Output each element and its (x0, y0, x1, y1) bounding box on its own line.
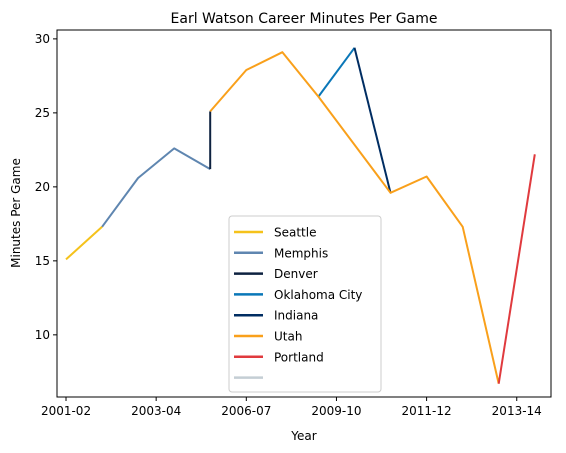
x-tick-label: 2006-07 (221, 404, 271, 418)
legend-label: Denver (274, 267, 318, 281)
x-tick-label: 2009-10 (311, 404, 361, 418)
series-line-indiana (353, 47, 392, 194)
legend-label: Indiana (274, 309, 318, 323)
series-line-seattle (65, 226, 103, 261)
x-tick-label: 2011-12 (402, 404, 452, 418)
legend-frame (228, 215, 382, 393)
series-line-portland (497, 154, 536, 384)
series-line-utah (209, 51, 500, 384)
x-tick-label: 2003-04 (131, 404, 181, 418)
y-tick-label: 25 (35, 106, 50, 120)
legend-label: Portland (274, 350, 324, 364)
x-tick-label: 2013-14 (492, 404, 542, 418)
y-tick-label: 10 (35, 328, 50, 342)
y-tick-label: 20 (35, 180, 50, 194)
legend-label: Utah (274, 330, 302, 344)
x-axis-label: Year (290, 429, 316, 443)
plot-frame (56, 29, 552, 398)
series-line-oklahoma-city (317, 47, 356, 98)
legend-label: Memphis (274, 246, 328, 260)
y-tick-label: 15 (35, 254, 50, 268)
series-line-memphis (101, 147, 211, 228)
legend-label: Oklahoma City (274, 288, 362, 302)
y-axis-label: Minutes Per Game (9, 158, 23, 268)
chart-title: Earl Watson Career Minutes Per Game (171, 11, 438, 27)
legend: Seattle Memphis Denver Oklahoma City Indiana… (228, 215, 382, 393)
x-axis: 2001-02 2003-04 2006-07 2009-10 2011-12 2013-… (41, 397, 542, 418)
x-tick-label: 2001-02 (41, 404, 91, 418)
series-layer (65, 47, 536, 384)
y-axis: 10 15 20 25 30 (35, 32, 57, 342)
legend-label: Seattle (274, 226, 316, 240)
y-tick-label: 30 (35, 32, 50, 46)
